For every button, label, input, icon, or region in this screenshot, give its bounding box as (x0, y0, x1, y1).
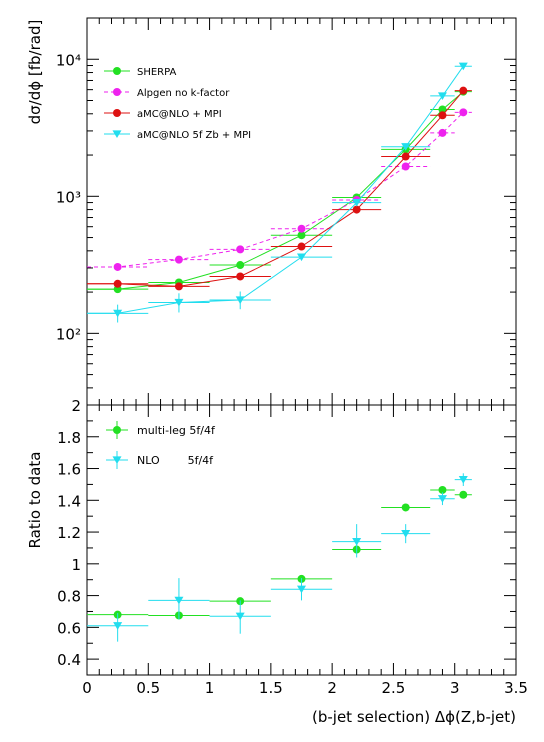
bottom-y-axis-label: Ratio to data (26, 452, 44, 549)
legend-marker (113, 67, 121, 75)
data-point (297, 242, 306, 251)
bottom-legend: multi-leg 5f/4f NLO 5f/4f (106, 421, 216, 469)
bottom-panel-frame (86, 404, 517, 676)
legend-marker (112, 456, 122, 465)
x-tick-label: 3.5 (504, 679, 528, 697)
data-point (297, 585, 306, 594)
top-y-tick-label: 10⁴ (56, 51, 81, 69)
legend-label: multi-leg 5f/4f (137, 424, 216, 437)
top-y-tick-label: 10² (56, 325, 81, 343)
legend-label: Alpgen no k-factor (137, 88, 230, 99)
data-point (236, 261, 245, 270)
data-point (438, 485, 447, 494)
data-point (459, 490, 468, 499)
data-point (401, 503, 410, 512)
data-point (401, 143, 411, 151)
legend-marker (113, 426, 121, 434)
bottom-axis-ticks (86, 404, 517, 676)
bottom-y-tick-label: 2 (71, 397, 81, 415)
data-point (437, 92, 447, 100)
bottom-y-tick-label: 1.2 (57, 524, 81, 542)
legend-marker (112, 130, 122, 139)
top-y-axis-label: dσ/dϕ [fb/rad] (26, 20, 44, 125)
top-axis-ticks (86, 17, 517, 406)
data-point (352, 205, 361, 214)
data-point (437, 495, 447, 503)
ratio-series-1 (87, 473, 472, 642)
data-point (401, 530, 411, 538)
data-point (459, 108, 468, 117)
data-point (236, 272, 245, 281)
data-point (113, 262, 122, 271)
data-point (458, 476, 468, 484)
ratio-series-0 (87, 485, 472, 620)
x-tick-label: 1 (205, 679, 215, 697)
series-line (87, 65, 464, 314)
data-point (174, 255, 183, 264)
bottom-y-tick-label: 0.4 (57, 651, 81, 669)
data-point (174, 596, 184, 605)
bottom-panel: 0.4 0.6 0.8 1 1.2 1.4 1.6 1.8 2 0 0.5 1 1.5 2 2.5 3 3.5 (57, 397, 528, 697)
data-point (297, 253, 306, 262)
legend-label: NLO 5f/4f (137, 454, 214, 467)
bottom-y-tick-label: 1.4 (57, 492, 81, 510)
data-point (235, 296, 245, 305)
legend-marker (113, 109, 121, 117)
bottom-y-tick-label: 1.6 (57, 461, 81, 479)
top-y-tick-label: 10³ (56, 188, 81, 206)
data-point (352, 537, 362, 546)
data-point (113, 309, 123, 318)
data-point (297, 224, 306, 233)
legend-label: SHERPA (137, 67, 177, 78)
series-3 (87, 62, 472, 323)
x-axis-label: (b-jet selection) Δϕ(Z,b-jet) (312, 708, 516, 726)
legend-marker (113, 88, 121, 96)
data-point (113, 622, 123, 630)
x-tick-label: 0 (82, 679, 92, 697)
x-tick-label: 2.5 (381, 679, 405, 697)
x-tick-label: 0.5 (136, 679, 160, 697)
x-tick-label: 2 (327, 679, 337, 697)
data-point (459, 86, 468, 95)
legend-label: aMC@NLO 5f Zb + MPI (137, 130, 251, 141)
data-point (438, 128, 447, 137)
data-point (113, 279, 122, 288)
data-point (297, 231, 306, 240)
bottom-y-tick-label: 0.6 (57, 619, 81, 637)
top-panel: 10² 10³ 10⁴ (56, 17, 517, 406)
top-legend: SHERPA Alpgen no k-factor aMC@NLO + MPI aMC… (104, 67, 251, 141)
data-point (352, 198, 362, 207)
data-point (458, 62, 468, 71)
data-point (174, 298, 184, 307)
data-point (438, 105, 447, 114)
bottom-y-tick-label: 1.8 (57, 429, 81, 447)
bottom-y-tick-label: 1 (71, 556, 81, 574)
data-point (401, 152, 410, 161)
bottom-y-tick-label: 0.8 (57, 588, 81, 606)
data-point (236, 245, 245, 254)
data-point (235, 612, 245, 621)
data-point (438, 111, 447, 120)
x-tick-label: 1.5 (259, 679, 283, 697)
legend-label: aMC@NLO + MPI (137, 109, 222, 120)
series-2 (87, 86, 472, 291)
x-tick-label: 3 (450, 679, 460, 697)
data-point (174, 282, 183, 291)
data-point (401, 162, 410, 171)
